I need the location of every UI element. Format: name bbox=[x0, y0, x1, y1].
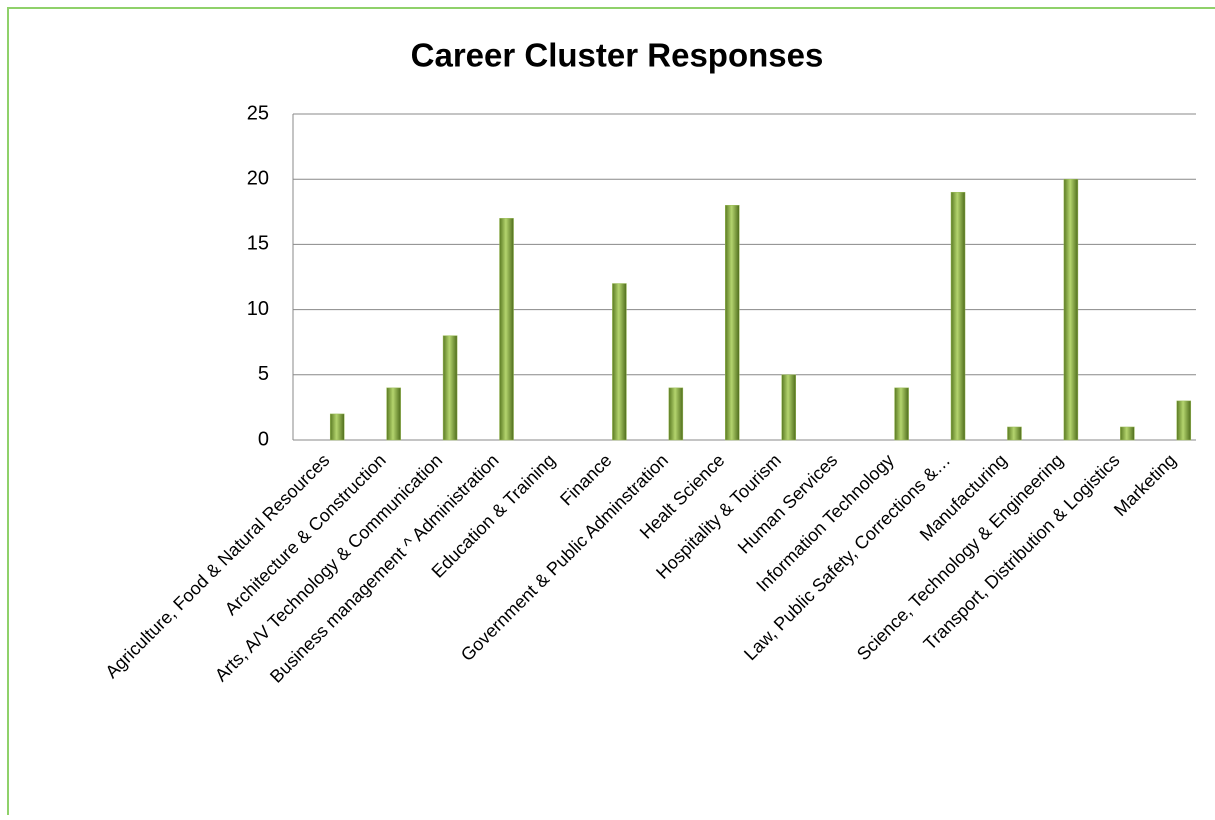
bar bbox=[1120, 426, 1135, 441]
y-tick-label: 10 bbox=[247, 298, 269, 320]
bar bbox=[1176, 400, 1192, 441]
bar bbox=[442, 335, 458, 441]
chart-title: Career Cluster Responses bbox=[411, 37, 824, 74]
bar bbox=[725, 205, 740, 441]
y-tick-label: 20 bbox=[247, 167, 269, 189]
y-tick-label: 15 bbox=[247, 233, 269, 255]
y-tick-label: 0 bbox=[258, 428, 269, 450]
bar bbox=[894, 387, 909, 441]
chart-frame bbox=[7, 7, 1215, 820]
bar bbox=[1007, 426, 1022, 441]
bar bbox=[1063, 178, 1079, 441]
y-tick-label: 25 bbox=[247, 102, 269, 124]
bar bbox=[950, 191, 966, 441]
bar bbox=[668, 387, 684, 441]
bar bbox=[612, 283, 627, 441]
bar bbox=[781, 374, 796, 441]
bar bbox=[329, 413, 345, 441]
bar bbox=[499, 218, 514, 441]
y-tick-label: 5 bbox=[258, 363, 269, 385]
bar bbox=[386, 387, 401, 441]
